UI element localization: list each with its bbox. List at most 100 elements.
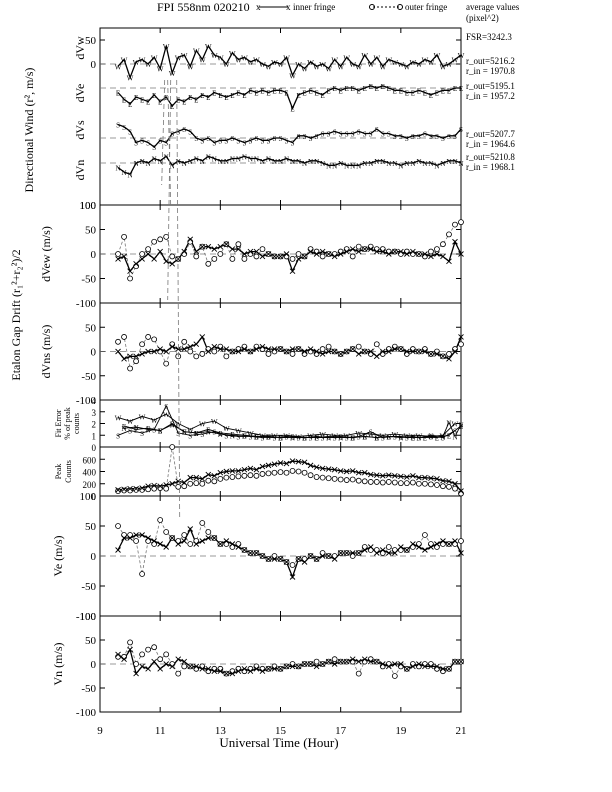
series-dVs-point: S — [230, 135, 234, 143]
peak_counts-y-tick-label: 400 — [83, 468, 97, 478]
gap_dVew-inner-line — [117, 237, 462, 273]
peak_counts-outer-o-marker — [247, 472, 254, 479]
series-dVn-point: N — [188, 158, 193, 166]
series-dVe-point: E — [381, 83, 385, 91]
peak_counts-outer-o-marker — [127, 487, 133, 494]
gap_dVew-inner-x-marker — [404, 251, 410, 257]
series-dVw-point: W — [446, 61, 453, 69]
gap_dVns-inner-x-marker — [367, 348, 374, 355]
gap_dVew-inner-x-marker — [193, 248, 200, 255]
gap_dVew-y-tick-label: 100 — [80, 200, 97, 212]
gap_dVew-outer-o-marker — [337, 248, 344, 255]
peak_counts-inner-x-marker — [422, 474, 428, 481]
peak_counts-outer-o-marker — [205, 477, 212, 484]
peak_counts-outer-o-marker — [379, 479, 386, 486]
gap_dVns-outer-o-marker — [271, 348, 278, 355]
group-label-gap: Etalon Gap Drift (r₁²+r₂²)/2 — [9, 249, 23, 380]
vn-inner-x-marker — [434, 663, 440, 670]
series-dVs-point: S — [417, 133, 421, 141]
gap_dVew-outer-o-marker — [397, 251, 404, 257]
peak_counts-outer-o-marker — [193, 480, 200, 487]
outlier-dash-line — [161, 79, 166, 186]
fit-W-point: W — [452, 421, 459, 429]
gap_dVns-inner-x-marker — [331, 348, 338, 355]
group-label-wind: Directional Wind (r², m/s) — [22, 68, 36, 193]
peak_counts-y-tick-label: 200 — [83, 480, 97, 490]
series-dVs-point: S — [327, 131, 331, 139]
ve-outer-o-marker — [181, 532, 188, 538]
fit-E-point: E — [278, 435, 282, 443]
gap_dVew-outer-o-marker — [187, 238, 194, 245]
gap_dVns-inner-x-marker — [199, 334, 206, 340]
series-dVw-point: W — [133, 59, 140, 67]
gap_dVns-outer-o-marker — [409, 346, 416, 352]
fsr-text: FSR=3242.3 — [466, 32, 512, 42]
series-dVn-point: N — [158, 158, 163, 166]
series-dVs-point: S — [321, 131, 325, 139]
ve-ylabel: Ve (m/s) — [51, 536, 65, 577]
series-dVw-point: W — [440, 63, 447, 71]
peak_counts-inner-x-marker — [428, 475, 434, 482]
vn-inner-x-marker — [193, 663, 200, 670]
gap_dVew-inner-x-marker — [349, 246, 356, 252]
series-dVs-point: S — [399, 133, 403, 141]
vn-outer-o-marker — [421, 661, 428, 667]
gap_dVns-inner-x-marker — [337, 351, 344, 357]
gap_dVew-inner-x-marker — [223, 241, 230, 248]
series-dVs-point: S — [393, 133, 397, 141]
peak_counts-inner-x-marker — [410, 472, 416, 479]
fit-N-point: N — [158, 428, 163, 436]
series-dVn-point: N — [128, 171, 133, 179]
gap_dVew-inner-x-marker — [319, 248, 326, 255]
gap_dVns-inner-x-marker — [301, 348, 308, 355]
vn-outer-o-marker — [139, 651, 146, 658]
ve-inner-x-marker — [241, 547, 248, 553]
series-dVw-point: W — [410, 59, 417, 67]
row-label-dVw: dVw — [73, 36, 87, 60]
series-dVn-point: N — [236, 156, 241, 164]
series-dVs-point: S — [453, 133, 457, 141]
ve-inner-x-marker — [145, 535, 151, 541]
fit-S-point: S — [441, 435, 445, 443]
gap_dVew-outer-o-marker — [211, 255, 218, 262]
gap_dVew-outer-o-marker — [331, 251, 338, 257]
ve-inner-x-marker — [307, 553, 314, 559]
series-dVe-point: E — [212, 90, 216, 98]
panel-gap_dVew: 100 50 0 -50 -100 dVew (m/s) — [39, 200, 464, 310]
series-dVe-point: E — [146, 99, 150, 107]
fit-N-point: N — [398, 435, 403, 443]
series-dVn-point: N — [302, 160, 307, 168]
gap_dVew-outer-o-marker — [428, 248, 434, 255]
series-dVe-point: E — [224, 94, 228, 102]
ve-inner-x-marker — [452, 538, 458, 544]
gap_dVew-inner-x-marker — [385, 251, 392, 257]
gap_dVew-inner-x-marker — [458, 251, 464, 257]
gap_dVew-inner-x-marker — [187, 236, 194, 243]
gap_dVew-outer-o-marker — [241, 255, 248, 262]
peak_counts-outer-o-marker — [325, 475, 332, 482]
fit-N-point: N — [206, 429, 211, 437]
fit-E-point: E — [134, 426, 138, 434]
gap_dVew-inner-x-marker — [145, 251, 151, 257]
gap_dVew-outer-o-marker — [440, 241, 446, 248]
gap_dVns-inner-x-marker — [416, 348, 422, 355]
series-dVn-point: N — [326, 162, 331, 170]
series-dVn-point: N — [230, 156, 235, 164]
peak_counts-y-tick-label: 0 — [92, 492, 97, 502]
series-dVw-point: W — [253, 57, 260, 65]
series-dVe-point: E — [423, 90, 427, 98]
series-dVe-line — [117, 85, 461, 111]
fit-N-point: N — [302, 435, 307, 443]
series-dVn-point: N — [308, 158, 313, 166]
series-dVe-point: E — [122, 96, 126, 104]
vn-inner-x-marker — [373, 658, 380, 665]
x-tick-label: 15 — [275, 725, 287, 737]
legend-outer-marker — [369, 4, 375, 10]
series-dVn-point: N — [152, 156, 157, 164]
fit-E-point: E — [423, 435, 427, 443]
fit-N-point: N — [170, 422, 175, 430]
series-dVn-point: N — [290, 158, 295, 166]
ve-outer-o-marker — [385, 544, 392, 550]
gap_dVns-outer-o-marker — [115, 338, 121, 345]
